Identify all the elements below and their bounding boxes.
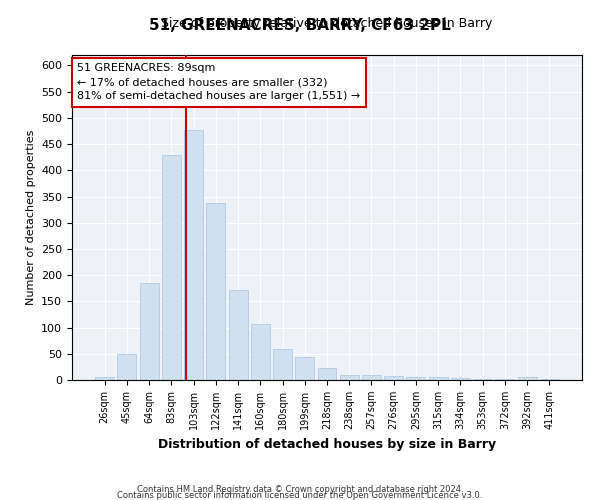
Y-axis label: Number of detached properties: Number of detached properties <box>26 130 35 305</box>
Bar <box>518 378 536 380</box>
Title: Size of property relative to detached houses in Barry: Size of property relative to detached ho… <box>161 17 493 30</box>
Text: 51, GREENACRES, BARRY, CF63 2PL: 51, GREENACRES, BARRY, CF63 2PL <box>149 18 451 32</box>
Bar <box>184 130 203 380</box>
Bar <box>340 375 359 380</box>
Bar <box>496 379 514 380</box>
Bar <box>140 283 158 380</box>
Text: Contains HM Land Registry data © Crown copyright and database right 2024.: Contains HM Land Registry data © Crown c… <box>137 484 463 494</box>
Text: 51 GREENACRES: 89sqm
← 17% of detached houses are smaller (332)
81% of semi-deta: 51 GREENACRES: 89sqm ← 17% of detached h… <box>77 63 361 101</box>
Bar <box>273 348 292 380</box>
Bar <box>118 354 136 380</box>
Bar <box>162 154 181 380</box>
Bar <box>429 378 448 380</box>
X-axis label: Distribution of detached houses by size in Barry: Distribution of detached houses by size … <box>158 438 496 450</box>
Bar <box>362 375 381 380</box>
Bar <box>317 368 337 380</box>
Bar <box>451 378 470 380</box>
Bar <box>251 324 270 380</box>
Bar <box>473 379 492 380</box>
Bar <box>206 204 225 380</box>
Bar <box>406 377 425 380</box>
Bar <box>384 376 403 380</box>
Bar <box>295 357 314 380</box>
Bar <box>229 290 248 380</box>
Bar <box>95 378 114 380</box>
Text: Contains public sector information licensed under the Open Government Licence v3: Contains public sector information licen… <box>118 492 482 500</box>
Bar <box>540 379 559 380</box>
